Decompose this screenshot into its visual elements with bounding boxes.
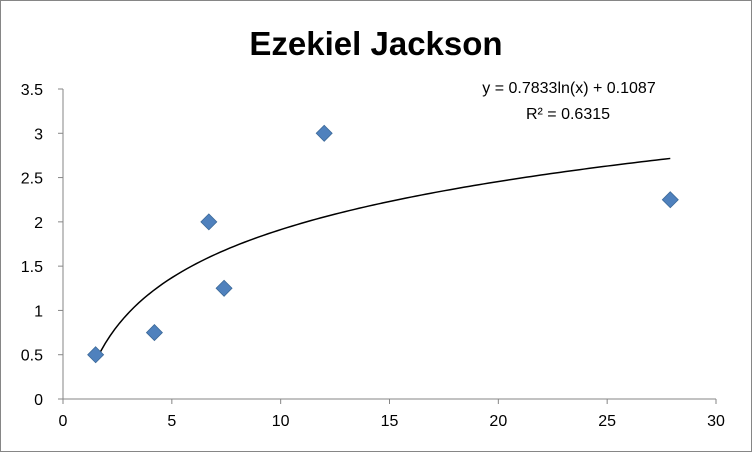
data-point <box>661 191 679 209</box>
y-tick-label: 2 <box>34 215 43 232</box>
x-tick-label: 30 <box>707 413 725 430</box>
x-tick-label: 20 <box>489 413 507 430</box>
x-tick-label: 10 <box>272 413 290 430</box>
x-axis-ticks: 0 5 10 15 20 25 30 <box>59 399 725 430</box>
x-tick-label: 15 <box>381 413 399 430</box>
y-axis-ticks: 0 0.5 1 1.5 2 2.5 3 3.5 <box>21 82 63 409</box>
data-point <box>315 124 333 142</box>
y-tick-label: 2.5 <box>21 171 43 188</box>
trendline-equation: y = 0.7833ln(x) + 0.1087 <box>482 80 656 97</box>
x-tick-label: 5 <box>167 413 176 430</box>
y-tick-label: 1 <box>34 303 43 320</box>
trendline-r-squared: R² = 0.6315 <box>526 106 610 123</box>
data-point <box>215 279 233 297</box>
y-tick-label: 0 <box>34 392 43 409</box>
data-point <box>87 346 105 364</box>
data-point <box>145 324 163 342</box>
x-tick-label: 25 <box>598 413 616 430</box>
y-tick-label: 0.5 <box>21 348 43 365</box>
data-point <box>200 213 218 231</box>
y-tick-label: 3.5 <box>21 82 43 99</box>
trendline <box>94 157 671 362</box>
y-tick-label: 3 <box>34 126 43 143</box>
data-points <box>87 124 679 364</box>
x-tick-label: 0 <box>59 413 68 430</box>
chart-title: Ezekiel Jackson <box>249 25 502 62</box>
y-tick-label: 1.5 <box>21 259 43 276</box>
